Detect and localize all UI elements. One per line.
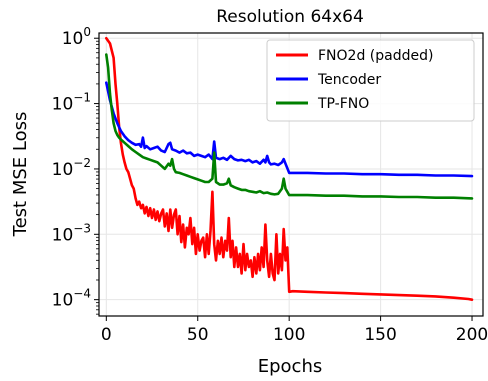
legend-entry: FNO2d (padded)	[318, 48, 433, 64]
x-axis-label: Epochs	[258, 356, 323, 377]
x-tick-label: 0	[101, 325, 112, 345]
y-tick-label: 100	[62, 25, 91, 49]
x-tick-label: 200	[456, 325, 488, 345]
y-tick-exponent: −4	[73, 287, 91, 301]
y-tick-exponent: −2	[73, 156, 91, 170]
y-tick-base: 10	[52, 225, 74, 245]
x-tick-label: 100	[273, 325, 305, 345]
y-tick-base: 10	[62, 29, 84, 49]
y-tick-label: 10−3	[52, 221, 91, 245]
x-tick-label: 150	[364, 325, 396, 345]
x-axis: 0 50 100 150 200	[101, 316, 488, 345]
legend-entry: TP-FNO	[317, 96, 369, 112]
series-group	[105, 36, 474, 301]
series-line	[105, 53, 474, 200]
y-tick-label: 10−4	[52, 287, 91, 311]
series-line	[105, 36, 474, 301]
legend-box	[266, 39, 475, 122]
x-tick-label: 50	[187, 325, 209, 345]
y-tick-label: 10−2	[52, 156, 91, 180]
y-tick-base: 10	[52, 160, 74, 180]
y-tick-label: 10−1	[52, 91, 91, 115]
y-tick-base: 10	[52, 291, 74, 311]
legend: FNO2d (padded) Tencoder TP-FNO	[266, 39, 475, 122]
plot-frame	[98, 32, 484, 317]
series-line	[105, 81, 474, 178]
y-axis-label: Test MSE Loss	[10, 112, 31, 238]
y-tick-base: 10	[52, 95, 74, 115]
chart-title: Resolution 64x64	[216, 7, 364, 27]
legend-entry: Tencoder	[317, 72, 381, 88]
y-tick-exponent: −3	[73, 221, 91, 235]
y-tick-exponent: −1	[73, 91, 91, 105]
y-tick-exponent: 0	[83, 25, 91, 39]
